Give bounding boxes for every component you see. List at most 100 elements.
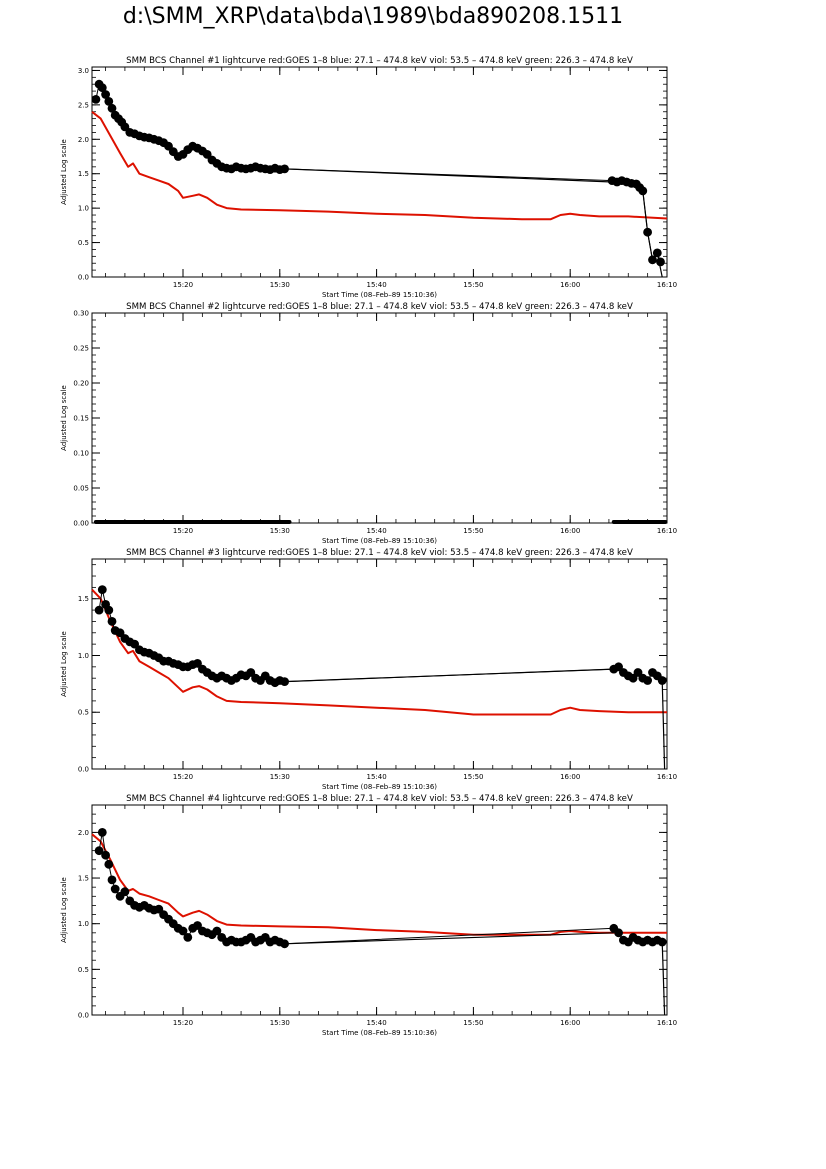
- y-tick-label: 0.15: [73, 415, 89, 423]
- y-tick-label: 1.0: [78, 652, 89, 660]
- x-tick-label: 16:00: [560, 281, 580, 289]
- y-tick-label: 1.0: [78, 920, 89, 928]
- x-tick-label: 15:20: [173, 281, 193, 289]
- chart-panel-3: SMM BCS Channel #3 lightcurve red:GOES 1…: [60, 548, 677, 791]
- x-tick-label: 15:20: [173, 773, 193, 781]
- bcs-data-point: [193, 659, 202, 668]
- bcs-data-point: [104, 859, 114, 869]
- bcs-connector-line: [284, 168, 613, 183]
- bcs-connector-line: [661, 941, 666, 1016]
- bcs-data-point: [212, 926, 222, 936]
- x-tick-label: 15:50: [463, 527, 483, 535]
- x-tick-label: 16:10: [657, 1019, 677, 1027]
- y-tick-label: 0.5: [78, 239, 89, 247]
- plot-frame: [91, 312, 668, 524]
- y-tick-label: 0.05: [73, 485, 89, 493]
- x-tick-label: 16:10: [657, 281, 677, 289]
- x-tick-label: 16:00: [560, 527, 580, 535]
- bcs-data-point: [110, 884, 120, 894]
- bcs-data-point: [178, 926, 188, 936]
- x-tick-label: 16:00: [560, 773, 580, 781]
- y-tick-label: 1.5: [78, 595, 89, 603]
- chart-title: SMM BCS Channel #2 lightcurve red:GOES 1…: [126, 302, 633, 312]
- goes-series-line: [91, 588, 667, 716]
- y-tick-label: 0.0: [78, 274, 89, 282]
- bcs-data-point: [120, 887, 130, 897]
- x-axis-label: Start Time (08–Feb–89 15:10:36): [322, 291, 437, 299]
- x-axis-label: Start Time (08–Feb–89 15:10:36): [322, 537, 437, 545]
- y-axis-label: Adjusted Log scale: [60, 385, 68, 451]
- x-tick-label: 16:10: [657, 527, 677, 535]
- bcs-data-point: [614, 928, 623, 938]
- bcs-data-point: [97, 585, 107, 594]
- x-tick-label: 15:30: [270, 281, 290, 289]
- bcs-data-point: [104, 97, 114, 106]
- x-tick-label: 15:40: [367, 527, 387, 535]
- bcs-data-point: [91, 95, 101, 104]
- bcs-data-point: [107, 617, 117, 626]
- plot-frame: [91, 558, 668, 770]
- goes-series-line: [91, 833, 667, 936]
- x-tick-label: 15:20: [173, 1019, 193, 1027]
- x-tick-label: 16:10: [657, 773, 677, 781]
- x-tick-label: 15:40: [367, 773, 387, 781]
- bcs-data-point: [656, 257, 665, 267]
- x-tick-label: 15:40: [367, 1019, 387, 1027]
- bcs-data-point: [657, 676, 667, 685]
- y-tick-label: 0.0: [78, 1012, 89, 1020]
- plot-frame: [91, 66, 668, 278]
- bcs-data-point: [94, 605, 104, 615]
- x-tick-label: 15:20: [173, 527, 193, 535]
- x-axis-label: Start Time (08–Feb–89 15:10:36): [322, 783, 437, 791]
- x-tick-label: 15:40: [367, 281, 387, 289]
- bcs-data-point: [97, 828, 107, 837]
- y-tick-label: 0.00: [73, 520, 89, 528]
- y-tick-label: 2.0: [78, 136, 89, 144]
- bcs-data-point: [101, 90, 110, 99]
- y-tick-label: 1.5: [78, 875, 89, 883]
- y-tick-label: 0.10: [73, 450, 89, 458]
- y-tick-label: 0.20: [73, 380, 89, 388]
- chart-panel-2: SMM BCS Channel #2 lightcurve red:GOES 1…: [60, 302, 677, 545]
- y-axis-label: Adjusted Log scale: [60, 877, 68, 943]
- plot-frame: [91, 804, 668, 1016]
- bcs-connector-line: [642, 190, 663, 278]
- y-tick-label: 2.0: [78, 829, 89, 837]
- y-tick-label: 1.0: [78, 205, 89, 213]
- bcs-data-point: [628, 673, 638, 683]
- bcs-data-point: [107, 875, 117, 885]
- chart-title: SMM BCS Channel #3 lightcurve red:GOES 1…: [126, 548, 633, 558]
- bcs-data-point: [94, 846, 104, 856]
- bcs-data-point: [97, 83, 107, 93]
- y-tick-label: 0.30: [73, 310, 89, 318]
- bcs-data-point: [643, 676, 652, 685]
- bcs-connector-line: [661, 680, 666, 770]
- x-tick-label: 15:50: [463, 773, 483, 781]
- chart-title: SMM BCS Channel #4 lightcurve red:GOES 1…: [126, 794, 633, 804]
- x-axis-label: Start Time (08–Feb–89 15:10:36): [322, 1029, 437, 1037]
- y-axis-label: Adjusted Log scale: [60, 631, 68, 697]
- y-tick-label: 2.5: [78, 101, 89, 109]
- y-tick-label: 1.5: [78, 170, 89, 178]
- y-tick-label: 0.0: [78, 766, 89, 774]
- bcs-data-point: [101, 850, 110, 860]
- bcs-connector-line: [284, 932, 614, 945]
- chart-panel-4: SMM BCS Channel #4 lightcurve red:GOES 1…: [60, 794, 677, 1037]
- y-tick-label: 3.0: [78, 67, 89, 75]
- bcs-data-point: [104, 605, 114, 615]
- x-tick-label: 15:30: [270, 527, 290, 535]
- goes-series-line: [91, 111, 668, 221]
- y-tick-label: 0.5: [78, 966, 89, 974]
- bcs-connector-line: [284, 668, 614, 683]
- bcs-data-point: [638, 186, 648, 196]
- bcs-data-point: [107, 103, 117, 113]
- x-tick-label: 16:00: [560, 1019, 580, 1027]
- x-tick-label: 15:30: [270, 1019, 290, 1027]
- x-tick-label: 15:50: [463, 281, 483, 289]
- y-axis-label: Adjusted Log scale: [60, 139, 68, 205]
- y-tick-label: 0.5: [78, 709, 89, 717]
- y-tick-label: 0.25: [73, 345, 89, 353]
- x-tick-label: 15:30: [270, 773, 290, 781]
- bcs-data-point: [657, 937, 667, 947]
